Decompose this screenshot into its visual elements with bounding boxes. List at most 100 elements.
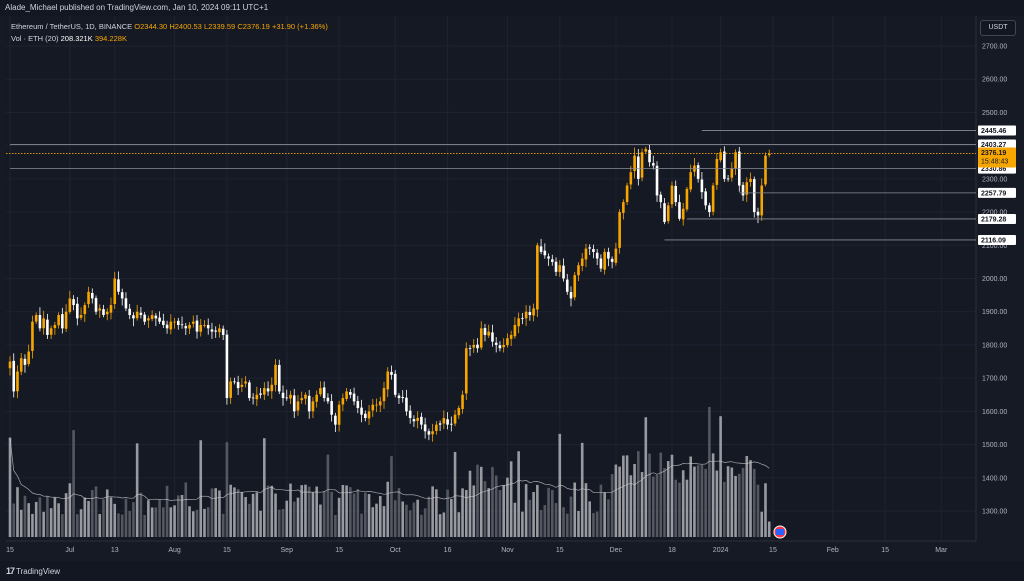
volume-bar (154, 507, 158, 537)
candle-body (386, 371, 390, 390)
volume-bar (464, 489, 468, 537)
candle-body (614, 248, 618, 263)
candle-body (214, 330, 217, 332)
candle-body (259, 393, 262, 395)
candle-body (173, 321, 176, 323)
volume-bar (700, 464, 704, 537)
candle-body (644, 148, 648, 152)
x-tick-label: 15 (556, 547, 564, 554)
volume-bar (128, 510, 131, 537)
volume-bar (349, 487, 352, 537)
candle-body (225, 334, 229, 399)
candle-body (76, 303, 79, 319)
currency-button[interactable]: USDT (980, 20, 1016, 36)
volume-bar (139, 492, 143, 537)
symbol-title[interactable]: Ethereum / TetherUS, 1D, BINANCE (11, 22, 133, 31)
candle-body (31, 321, 34, 351)
candle-body (726, 178, 730, 180)
candle-body (195, 320, 199, 332)
candle-body (266, 388, 270, 392)
candle-body (135, 311, 139, 319)
volume-bar (266, 485, 270, 537)
candle-body (427, 431, 431, 435)
candle-body (322, 387, 326, 399)
candle-body (704, 191, 707, 206)
volume-bar (685, 479, 689, 537)
volume-bar (251, 493, 255, 537)
volume-bar (199, 440, 203, 537)
y-tick-label: 1800.00 (982, 342, 1007, 349)
candle-body (577, 265, 580, 276)
candle-body (719, 152, 722, 161)
candle-body (218, 328, 221, 333)
candle-body (61, 314, 64, 329)
volume-bar (259, 510, 262, 537)
candle-body (90, 292, 94, 299)
volume-bar (723, 481, 726, 537)
volume-bar (767, 521, 771, 537)
volume-bar (651, 476, 655, 537)
volume-bar (64, 493, 68, 537)
candle-body (352, 393, 356, 402)
candle-body (83, 305, 87, 315)
volume-bar (386, 481, 390, 537)
ohlc-close: C2376.19 (237, 22, 270, 31)
candle-body (450, 423, 453, 425)
volume-bar (416, 499, 419, 537)
volume-bar (210, 488, 214, 537)
volume-bar (584, 483, 588, 537)
price-chart[interactable]: 1300.00 1400.00 1500.00 1600.00 1700.00 1800.… (0, 0, 1024, 561)
last-price-label: 2376.19 (981, 150, 1006, 157)
candle-body (438, 423, 442, 425)
volume-bar (214, 488, 217, 537)
candle-body (330, 401, 333, 415)
candle-body (53, 325, 57, 329)
volume-bar (498, 490, 502, 537)
candle-body (629, 172, 633, 185)
price-level-tag (978, 234, 1016, 245)
volume-bar (382, 506, 386, 537)
volume-bar (296, 497, 300, 537)
volume-bar (734, 475, 737, 537)
candle-body (711, 185, 715, 212)
volume-bar (34, 501, 38, 537)
volume-bar (521, 511, 524, 537)
x-tick-label: Nov (501, 547, 514, 554)
volume-bar (547, 487, 550, 537)
candle-body (476, 344, 479, 349)
candle-body (124, 298, 128, 309)
volume-bar (663, 468, 666, 537)
candle-body (734, 152, 737, 169)
candle-body (274, 364, 277, 385)
candle-body (562, 265, 565, 279)
volume-bar (281, 509, 285, 537)
x-tick-label: Mar (935, 547, 948, 554)
volume-bar (506, 477, 509, 537)
x-tick-label: 2024 (713, 547, 729, 554)
candle-body (588, 247, 591, 249)
candle-body (640, 152, 644, 178)
volume-bar (423, 508, 427, 537)
candle-body (618, 212, 621, 248)
candle-body (670, 185, 674, 205)
y-tick-label: 2000.00 (982, 276, 1007, 283)
volume-bar (371, 507, 375, 537)
candle-body (34, 315, 38, 322)
candle-body (191, 321, 195, 324)
candle-body (375, 404, 378, 406)
candle-body (199, 325, 203, 332)
volume-bar (629, 475, 633, 537)
candle-body (648, 149, 651, 163)
candle-body (610, 258, 614, 262)
candle-body (405, 397, 408, 412)
candle-body (655, 165, 659, 196)
volume-label[interactable]: Vol · ETH (20) (11, 34, 59, 43)
volume-bar (562, 507, 565, 537)
y-tick-label: 2100.00 (982, 243, 1007, 250)
volume-bar (236, 489, 240, 537)
volume-bar (315, 486, 318, 537)
candle-body (177, 320, 180, 325)
volume-bar (599, 484, 603, 537)
candle-body (68, 298, 72, 312)
candle-body (678, 202, 681, 219)
